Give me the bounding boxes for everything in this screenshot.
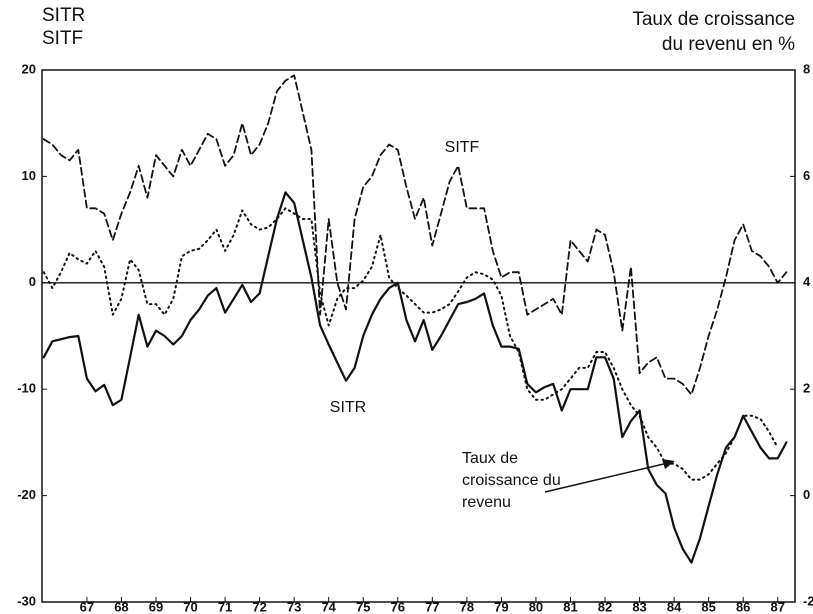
x-tick-label: 75 (356, 599, 370, 614)
y-tick-label: 0 (29, 274, 36, 289)
x-tick-label: 67 (80, 599, 94, 614)
x-tick-label: 87 (770, 599, 784, 614)
y-axis-label: SITR (42, 5, 85, 26)
x-tick-label: 82 (598, 599, 612, 614)
annotation: revenu (462, 494, 511, 511)
x-tick-label: 79 (494, 599, 508, 614)
x-tick-label: 73 (287, 599, 301, 614)
x-tick-label: 70 (183, 599, 197, 614)
y-tick-label: 10 (22, 168, 36, 183)
x-tick-label: 85 (701, 599, 715, 614)
plot-frame (41, 69, 796, 603)
series-line (42, 207, 779, 481)
y2-axis-label: Taux de croissance (632, 9, 795, 30)
x-tick-label: 86 (736, 599, 750, 614)
x-tick-label: 72 (252, 599, 266, 614)
annotation-arrow (544, 461, 673, 493)
series-line (42, 74, 788, 396)
series-label: SITF (445, 139, 480, 156)
x-tick-label: 80 (529, 599, 543, 614)
x-tick-label: 77 (425, 599, 439, 614)
x-tick-label: 81 (563, 599, 577, 614)
series-label: SITR (330, 399, 366, 416)
x-tick-label: 83 (632, 599, 646, 614)
series-line (42, 191, 788, 564)
y2-tick-label: 2 (803, 381, 810, 396)
y-tick-label: 20 (22, 61, 36, 76)
y2-tick-label: 8 (803, 61, 810, 76)
annotation: croissance du (462, 472, 561, 489)
x-tick-label: 69 (149, 599, 163, 614)
y2-tick-label: 4 (803, 274, 811, 289)
annotation: Taux de (462, 450, 518, 467)
y-tick-label: -20 (17, 487, 36, 502)
y2-tick-label: 0 (803, 487, 810, 502)
x-tick-label: 76 (391, 599, 405, 614)
x-tick-label: 84 (667, 599, 682, 614)
y2-axis-label: du revenu en % (662, 34, 795, 55)
y-tick-label: -30 (17, 593, 36, 608)
x-tick-label: 68 (114, 599, 128, 614)
y2-tick-label: -2 (803, 593, 813, 608)
y2-tick-label: 6 (803, 168, 810, 183)
y-axis-label: SITF (42, 28, 83, 49)
x-tick-label: 74 (321, 599, 336, 614)
y-tick-label: -10 (17, 381, 36, 396)
x-tick-label: 78 (460, 599, 474, 614)
x-tick-label: 71 (218, 599, 232, 614)
